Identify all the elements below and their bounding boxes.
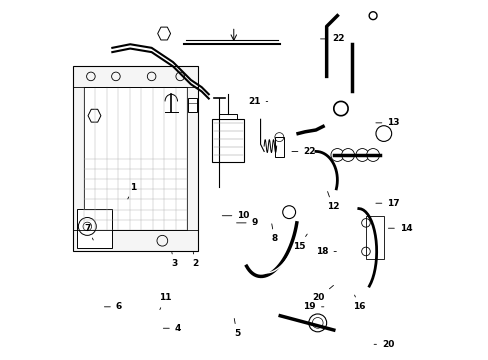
Text: 12: 12 [326, 192, 339, 211]
Bar [73, 66, 198, 251]
Circle shape [330, 149, 343, 161]
Text: 5: 5 [233, 319, 240, 338]
Text: 8: 8 [271, 224, 277, 243]
Bar [83, 87, 187, 230]
Text: 7: 7 [84, 224, 93, 240]
Text: 2: 2 [192, 252, 199, 269]
Text: 21: 21 [247, 97, 267, 106]
Polygon shape [88, 109, 101, 122]
Text: 20: 20 [312, 285, 333, 302]
Text: 17: 17 [375, 199, 399, 208]
Bar [212, 119, 244, 162]
Text: 15: 15 [292, 234, 306, 251]
Circle shape [361, 247, 369, 256]
Circle shape [355, 149, 368, 161]
Text: 22: 22 [291, 147, 315, 156]
Text: 22: 22 [320, 35, 344, 44]
Polygon shape [157, 27, 170, 40]
Text: 6: 6 [104, 302, 122, 311]
Circle shape [366, 149, 379, 161]
Text: 13: 13 [375, 118, 399, 127]
Text: 10: 10 [222, 211, 249, 220]
Text: 16: 16 [353, 295, 365, 311]
Text: 4: 4 [163, 324, 181, 333]
Text: 3: 3 [171, 252, 177, 269]
Text: 9: 9 [236, 219, 258, 228]
Circle shape [312, 318, 323, 328]
Bar [365, 216, 383, 258]
Text: 11: 11 [159, 293, 171, 310]
Circle shape [361, 219, 369, 227]
Circle shape [308, 314, 326, 332]
Bar [274, 137, 283, 157]
Circle shape [282, 206, 295, 219]
Circle shape [341, 149, 354, 161]
Text: 19: 19 [303, 302, 323, 311]
Text: 1: 1 [127, 183, 136, 199]
Bar [77, 208, 112, 248]
Bar [219, 114, 237, 119]
Text: 14: 14 [387, 224, 412, 233]
Circle shape [375, 126, 391, 141]
Text: 20: 20 [373, 340, 394, 349]
Text: 18: 18 [315, 247, 336, 256]
Bar [188, 98, 197, 112]
